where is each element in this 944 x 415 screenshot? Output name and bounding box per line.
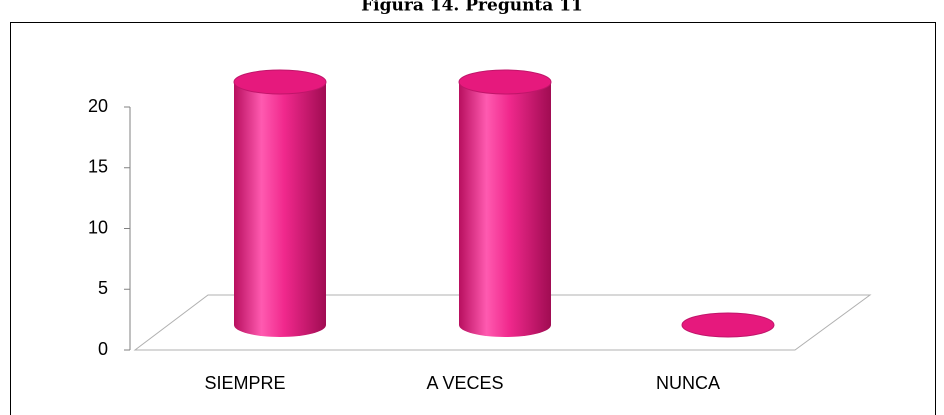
y-tick-label: 20	[88, 96, 108, 116]
floor	[133, 294, 872, 351]
bar	[458, 69, 552, 337]
y-tick-label: 0	[98, 339, 108, 359]
bar-top	[681, 312, 775, 338]
bar	[681, 312, 775, 338]
x-tick-label: A VECES	[426, 373, 503, 393]
chart-title: Figura 14. Pregunta 11	[361, 0, 583, 16]
x-tick-label: NUNCA	[656, 373, 720, 393]
bar-top	[233, 69, 327, 95]
x-tick-label: SIEMPRE	[204, 373, 285, 393]
bar-body	[234, 82, 326, 337]
y-tick-label: 5	[98, 278, 108, 298]
bar-body	[459, 82, 551, 337]
bar	[233, 69, 327, 337]
bar-top	[458, 69, 552, 95]
y-tick-label: 15	[88, 157, 108, 177]
y-tick-label: 10	[88, 217, 108, 237]
